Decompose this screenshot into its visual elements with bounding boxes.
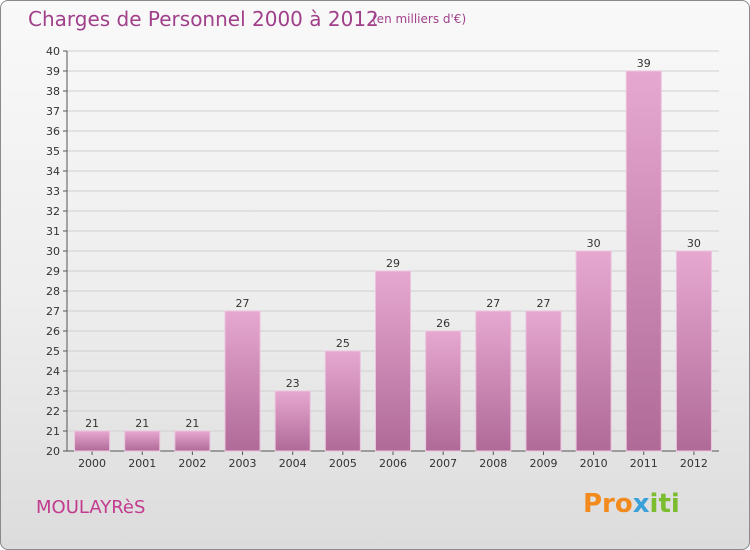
bar-2006 <box>375 270 411 452</box>
y-tick-label: 21 <box>46 425 60 438</box>
x-tick-label: 2009 <box>529 457 557 470</box>
proxiti-logo: Proxiti <box>583 489 680 519</box>
logo-part-2: x <box>632 489 650 519</box>
x-tick-label: 2005 <box>329 457 357 470</box>
y-tick-label: 29 <box>46 265 60 278</box>
x-tick-label: 2008 <box>479 457 507 470</box>
bar-2003 <box>224 310 261 452</box>
y-tick-label: 40 <box>46 45 60 58</box>
bar-2004 <box>274 390 311 452</box>
y-tick-label: 27 <box>46 305 60 318</box>
data-label: 27 <box>536 297 550 310</box>
bars <box>74 70 712 452</box>
bar-2002 <box>174 430 211 452</box>
y-tick-label: 34 <box>46 165 60 178</box>
y-tick-label: 28 <box>46 285 60 298</box>
y-tick-label: 24 <box>46 365 60 378</box>
x-tick-label: 2002 <box>178 457 206 470</box>
bar-2001 <box>124 430 161 452</box>
y-tick-label: 33 <box>46 185 60 198</box>
bar-2007 <box>425 330 462 452</box>
chart-title: Charges de Personnel 2000 à 2012 <box>28 7 379 31</box>
y-tick-label: 38 <box>46 85 60 98</box>
chart-subtitle: (en milliers d'€) <box>372 12 467 26</box>
logo-part-3: iti <box>649 489 680 519</box>
x-tick-label: 2004 <box>279 457 307 470</box>
y-tick-label: 31 <box>46 225 60 238</box>
labels: 20 21 22 23 24 25 26 27 28 29 30 31 32 33 34 35 36 37 38 39… <box>46 45 708 470</box>
data-label: 21 <box>85 417 99 430</box>
y-tick-label: 32 <box>46 205 60 218</box>
y-tick-label: 37 <box>46 105 60 118</box>
data-label: 29 <box>386 257 400 270</box>
data-label: 30 <box>687 237 701 250</box>
data-label: 39 <box>637 57 651 70</box>
data-label: 21 <box>135 417 149 430</box>
x-tick-label: 2010 <box>580 457 608 470</box>
data-label: 27 <box>236 297 250 310</box>
x-tick-label: 2000 <box>78 457 106 470</box>
bar-2011 <box>625 70 662 452</box>
y-tick-label: 36 <box>46 125 60 138</box>
bar-2009 <box>525 310 562 452</box>
bar-2005 <box>324 350 361 452</box>
y-tick-label: 23 <box>46 385 60 398</box>
data-label: 30 <box>587 237 601 250</box>
y-tick-label: 22 <box>46 405 60 418</box>
y-tick-label: 20 <box>46 445 60 458</box>
y-tick-label: 26 <box>46 325 60 338</box>
x-tick-label: 2001 <box>128 457 156 470</box>
x-tick-label: 2011 <box>630 457 658 470</box>
y-tick-label: 39 <box>46 65 60 78</box>
x-tick-label: 2012 <box>680 457 708 470</box>
data-label: 25 <box>336 337 350 350</box>
commune-name: MOULAYRèS <box>36 497 146 518</box>
data-label: 26 <box>436 317 450 330</box>
bar-2000 <box>74 430 111 452</box>
logo-part-1: Pro <box>583 489 633 519</box>
bar-2012 <box>675 250 712 452</box>
x-tick-label: 2006 <box>379 457 407 470</box>
y-tick-label: 30 <box>46 245 60 258</box>
x-tick-label: 2007 <box>429 457 457 470</box>
x-tick-label: 2003 <box>229 457 257 470</box>
data-label: 21 <box>185 417 199 430</box>
bar-2010 <box>575 250 612 452</box>
y-tick-label: 35 <box>46 145 60 158</box>
y-tick-label: 25 <box>46 345 60 358</box>
bar-2008 <box>475 310 512 452</box>
data-label: 27 <box>486 297 500 310</box>
data-label: 23 <box>286 377 300 390</box>
